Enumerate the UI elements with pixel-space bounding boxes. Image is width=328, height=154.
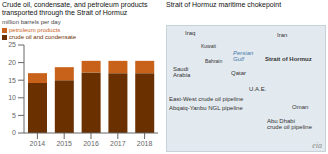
svg-text:10: 10 <box>8 94 16 101</box>
svg-text:25: 25 <box>8 41 16 48</box>
svg-text:2015: 2015 <box>56 140 72 147</box>
html-text:crude oil and condensate: crude oil and condensate <box>9 34 77 40</box>
html-text:eia: eia <box>312 141 322 150</box>
svg-text:5: 5 <box>12 112 16 119</box>
html-text:Iraq: Iraq <box>185 30 196 36</box>
svg-text:2016: 2016 <box>83 140 99 147</box>
html-text:East-West crude oil pipeline: East-West crude oil pipeline <box>169 96 244 102</box>
svg-text:15: 15 <box>8 77 16 84</box>
html-text:Qatar: Qatar <box>231 70 246 76</box>
html-text:Persian Gulf: Persian Gulf <box>233 50 254 62</box>
html-text:Kuwait: Kuwait <box>201 43 216 49</box>
svg-text:2018: 2018 <box>137 140 153 147</box>
html-text:Oman: Oman <box>292 104 309 110</box>
html-text:Saudi Arabia: Saudi Arabia <box>173 66 191 78</box>
html-text:Strait of Hormuz: Strait of Hormuz <box>265 56 312 62</box>
html-text:Abqaiq-Yanbu NGL pipeline: Abqaiq-Yanbu NGL pipeline <box>169 105 243 111</box>
svg-text:2014: 2014 <box>30 140 46 147</box>
html-text:Strait of Hormuz maritime chok: Strait of Hormuz maritime chokepoint <box>166 1 282 8</box>
html-text:U.A.E.: U.A.E. <box>249 86 267 92</box>
svg-text:0: 0 <box>12 129 16 136</box>
html-text:Bahrain: Bahrain <box>205 58 223 64</box>
svg-text:2017: 2017 <box>110 140 126 147</box>
svg-text:20: 20 <box>8 59 16 66</box>
html-text:petroleum products: petroleum products <box>9 27 61 33</box>
html-text:Iran: Iran <box>277 32 288 38</box>
html-text:million barrels per day: million barrels per day <box>2 19 61 25</box>
html-text:Crude oil, condensate, and pet: Crude oil, condensate, and petroleum pro… <box>2 1 148 16</box>
html-text:Abu Dhabi crude oil pipeline: Abu Dhabi crude oil pipeline <box>267 118 312 130</box>
